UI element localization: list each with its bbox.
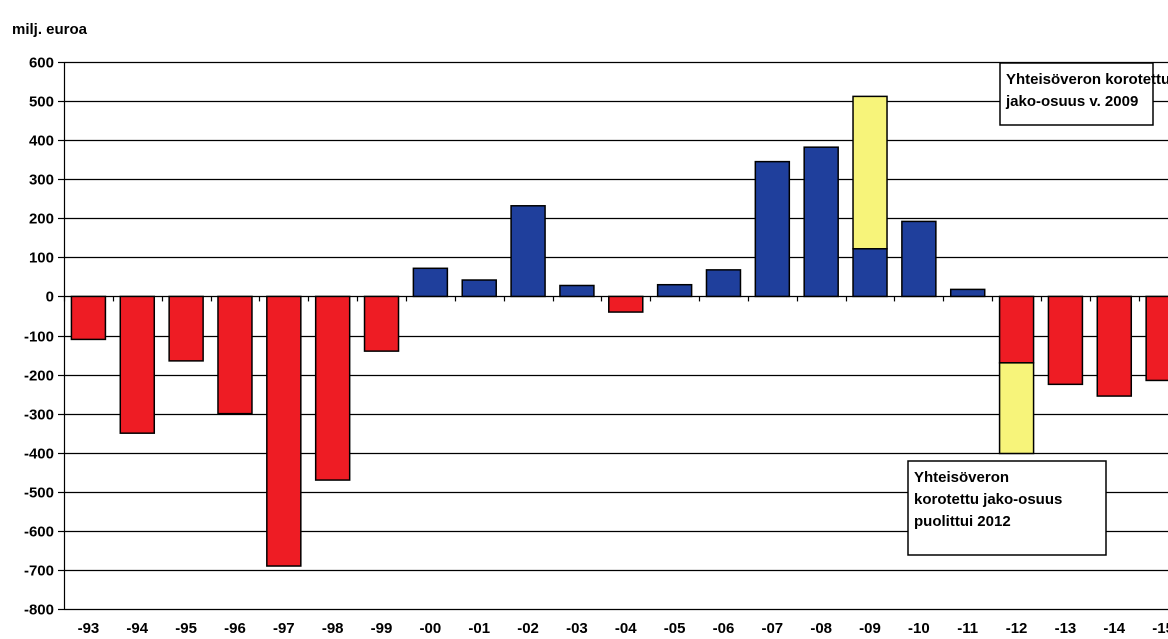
- annotation-frame: [907, 460, 1107, 556]
- y-tick-label: 300: [29, 172, 54, 189]
- bar--08: [803, 146, 839, 298]
- annotation-line: jako-osuus v. 2009: [1005, 93, 1138, 110]
- x-tick-label: -13: [1055, 620, 1077, 637]
- bar--94: [119, 295, 156, 434]
- bar--13: [1047, 295, 1084, 386]
- bar--09: [852, 248, 888, 298]
- y-tick-label: 200: [29, 211, 54, 228]
- x-tick-label: -11: [957, 620, 978, 637]
- y-tick-label: 400: [29, 133, 54, 150]
- bar--98: [314, 295, 351, 481]
- bar--95: [168, 295, 204, 362]
- x-tick-label: -99: [371, 620, 393, 637]
- y-tick-label: -600: [24, 524, 54, 541]
- bar--07: [754, 160, 791, 298]
- y-tick-labels: 600 500 400 300 200 100 0 -100 -200 -300 -400 -500 -…: [24, 55, 54, 619]
- x-tick-labels: -93 -94 -95 -96 -97 -98 -99 -00 -01 -02 -03 -04 -05 -…: [78, 620, 1168, 637]
- x-tick-label: -01: [468, 620, 490, 637]
- bar--11: [949, 288, 986, 298]
- annotation-line: puolittui 2012: [914, 513, 1011, 530]
- y-axis-label: milj. euroa: [12, 21, 88, 38]
- y-tick-label: -700: [24, 563, 54, 580]
- x-tick-label: -93: [78, 620, 100, 637]
- bar--12: [998, 295, 1035, 364]
- bar--10: [901, 220, 937, 298]
- extra-share-segment--12: [998, 362, 1035, 455]
- extra-share-segment--09: [852, 95, 888, 250]
- bar--02: [510, 205, 546, 298]
- annotation-line: Yhteisöveron: [914, 469, 1009, 486]
- bar--15: [1145, 295, 1168, 382]
- y-tick-label: -100: [24, 329, 54, 346]
- bar--97: [266, 295, 302, 567]
- x-tick-label: -03: [566, 620, 588, 637]
- y-tick-label: -500: [24, 485, 54, 502]
- y-tick-label: 100: [29, 250, 54, 267]
- x-tick-label: -04: [615, 620, 637, 637]
- bar--14: [1096, 295, 1133, 397]
- bar--96: [217, 295, 253, 415]
- y-tick-label: -800: [24, 602, 54, 619]
- x-tick-label: -15: [1152, 620, 1168, 637]
- x-tick-label: -07: [761, 620, 783, 637]
- bar--03: [559, 284, 595, 298]
- x-tick-label: -08: [810, 620, 832, 637]
- annotation-box-2: Yhteisöveron korotettu jako-osuus puolittu…: [907, 460, 1107, 556]
- x-tick-label: -12: [1006, 620, 1028, 637]
- y-tick-label: 600: [29, 55, 54, 72]
- y-tick-label: -300: [24, 407, 54, 424]
- annotation-line: korotettu jako-osuus: [914, 491, 1062, 508]
- x-tick-label: -10: [908, 620, 930, 637]
- y-tick-label: 500: [29, 94, 54, 111]
- x-tick-label: -00: [420, 620, 442, 637]
- x-tick-label: -02: [517, 620, 539, 637]
- x-tick-label: -95: [175, 620, 197, 637]
- annotation-line: Yhteisöveron korotettu: [1006, 71, 1168, 88]
- annotation-box-1: Yhteisöveron korotettu jako-osuus v. 2009: [999, 62, 1168, 126]
- bars: [70, 95, 1168, 567]
- annotation-frame: [999, 62, 1154, 126]
- x-tick-label: -05: [664, 620, 686, 637]
- y-tick-label: -200: [24, 368, 54, 385]
- bar--01: [461, 279, 497, 298]
- x-tick-label: -94: [126, 620, 148, 637]
- bar--04: [608, 295, 644, 313]
- y-tick-label: 0: [46, 289, 54, 306]
- bar--05: [656, 283, 693, 298]
- x-tick-label: -09: [859, 620, 881, 637]
- bar--99: [363, 295, 400, 352]
- x-tick-label: -98: [322, 620, 344, 637]
- annotations: Yhteisöveron korotettu jako-osuus v. 2009…: [907, 62, 1168, 556]
- bar--00: [412, 267, 449, 298]
- x-tick-label: -06: [713, 620, 735, 637]
- x-tick-label: -97: [273, 620, 295, 637]
- bar--06: [705, 269, 742, 298]
- x-tick-label: -14: [1103, 620, 1125, 637]
- bar--93: [70, 295, 107, 341]
- y-tick-label: -400: [24, 446, 54, 463]
- x-tick-label: -96: [224, 620, 246, 637]
